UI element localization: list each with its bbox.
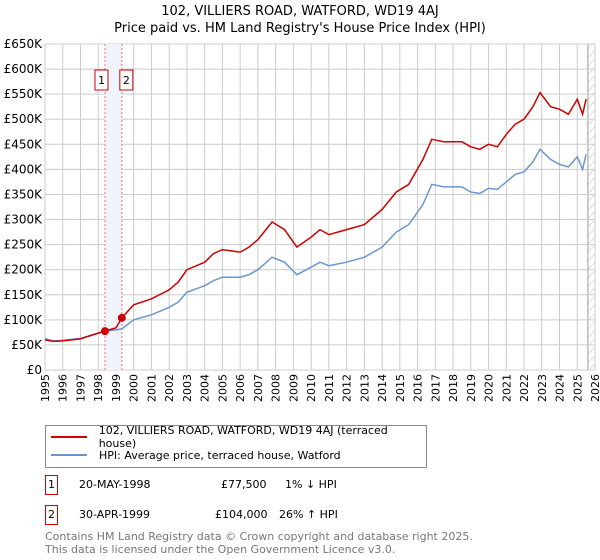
sale-badge-label: 1 bbox=[98, 74, 105, 87]
y-tick-label: £50K bbox=[11, 338, 43, 352]
x-tick-label: 2001 bbox=[145, 374, 158, 402]
footer: Contains HM Land Registry data © Crown c… bbox=[45, 530, 473, 556]
sale-hpi-diff: 26% ↑ HPI bbox=[279, 508, 338, 521]
sale-date: 20-MAY-1998 bbox=[79, 478, 151, 491]
x-tick-label: 2000 bbox=[128, 374, 141, 402]
footer-copyright: Contains HM Land Registry data © Crown c… bbox=[45, 530, 473, 543]
price-chart: 1 2 1995 1996 1997 1998 1999 2000 2001 2002 2003 20… bbox=[4, 37, 600, 402]
sale-period-shade bbox=[104, 44, 122, 370]
chart-subtitle: Price paid vs. HM Land Registry's House … bbox=[114, 21, 486, 36]
x-tick-label: 2012 bbox=[341, 374, 354, 402]
x-tick-label: 2009 bbox=[287, 374, 300, 402]
y-tick-label: £350K bbox=[4, 187, 44, 201]
x-tick-label: 1995 bbox=[39, 374, 52, 402]
legend-label: HPI: Average price, terraced house, Watf… bbox=[99, 448, 341, 462]
forecast-hatch bbox=[587, 44, 595, 370]
sale-hpi-diff: 1% ↓ HPI bbox=[285, 478, 337, 491]
legend-item-property: 102, VILLIERS ROAD, WATFORD, WD19 4AJ (t… bbox=[46, 424, 426, 450]
legend-swatch-red bbox=[51, 436, 87, 438]
x-tick-label: 2013 bbox=[358, 374, 371, 402]
hpi-line bbox=[44, 148, 587, 342]
sale-row-1: 1 20-MAY-1998 £77,500 1% ↓ HPI bbox=[45, 475, 600, 495]
x-tick-label: 2014 bbox=[376, 374, 389, 402]
x-tick-label: 2019 bbox=[465, 374, 478, 402]
sale-point-2 bbox=[117, 313, 126, 322]
x-tick-label: 2020 bbox=[483, 374, 496, 402]
x-tick-label: 1997 bbox=[74, 374, 87, 402]
x-tick-label: 2018 bbox=[447, 374, 460, 402]
sale-badge-2 bbox=[119, 69, 134, 91]
sale-price: £77,500 bbox=[221, 478, 267, 491]
sale-date: 30-APR-1999 bbox=[79, 508, 151, 521]
legend-swatch-blue bbox=[51, 454, 87, 456]
y-tick-label: £650K bbox=[4, 37, 44, 51]
x-tick-label: 2005 bbox=[216, 374, 229, 402]
sale-point-1 bbox=[100, 327, 109, 336]
y-tick-label: £100K bbox=[4, 313, 44, 327]
legend-item-hpi: HPI: Average price, terraced house, Watf… bbox=[46, 447, 341, 463]
sale-badge-label: 2 bbox=[123, 74, 130, 87]
property-price-line bbox=[44, 91, 587, 343]
y-tick-label: £0 bbox=[27, 363, 42, 377]
y-tick-label: £600K bbox=[4, 62, 44, 76]
sale-price: £104,000 bbox=[215, 508, 268, 521]
legend: 102, VILLIERS ROAD, WATFORD, WD19 4AJ (t… bbox=[45, 424, 427, 468]
y-tick-label: £400K bbox=[4, 162, 44, 176]
footer-licence: This data is licensed under the Open Gov… bbox=[45, 543, 396, 556]
y-tick-label: £450K bbox=[4, 137, 44, 151]
y-tick-label: £200K bbox=[4, 263, 44, 277]
y-tick-label: £300K bbox=[4, 213, 44, 227]
x-tick-label: 1999 bbox=[110, 374, 123, 402]
x-tick-label: 2015 bbox=[394, 374, 407, 402]
x-tick-label: 2026 bbox=[589, 374, 600, 402]
x-tick-label: 2003 bbox=[181, 374, 194, 402]
x-tick-label: 2004 bbox=[199, 374, 212, 402]
x-tick-label: 2011 bbox=[323, 374, 336, 402]
y-tick-label: £550K bbox=[4, 87, 44, 101]
x-tick-label: 1996 bbox=[57, 374, 70, 402]
x-tick-label: 2021 bbox=[500, 374, 513, 402]
sale-badge-1 bbox=[94, 69, 109, 91]
x-tick-label: 2016 bbox=[412, 374, 425, 402]
x-tick-label: 2024 bbox=[554, 374, 567, 402]
sale-marker-badge: 1 bbox=[45, 475, 58, 495]
x-tick-label: 2008 bbox=[270, 374, 283, 402]
plot-area bbox=[44, 43, 596, 371]
y-tick-label: £250K bbox=[4, 238, 44, 252]
x-tick-label: 1998 bbox=[92, 374, 105, 402]
x-tick-label: 2007 bbox=[252, 374, 265, 402]
x-tick-label: 2022 bbox=[518, 374, 531, 402]
legend-label: 102, VILLIERS ROAD, WATFORD, WD19 4AJ (t… bbox=[98, 424, 388, 450]
sale-marker-badge: 2 bbox=[45, 505, 58, 525]
chart-title: 102, VILLIERS ROAD, WATFORD, WD19 4AJ bbox=[161, 4, 439, 19]
x-tick-label: 2025 bbox=[571, 374, 584, 402]
x-tick-label: 2023 bbox=[536, 374, 549, 402]
sale-row-2: 2 30-APR-1999 £104,000 26% ↑ HPI bbox=[45, 505, 600, 525]
x-tick-label: 2002 bbox=[163, 374, 176, 402]
x-tick-label: 2017 bbox=[429, 374, 442, 402]
x-tick-label: 2010 bbox=[305, 374, 318, 402]
x-tick-label: 2006 bbox=[234, 374, 247, 402]
y-tick-label: £150K bbox=[4, 288, 44, 302]
y-tick-label: £500K bbox=[4, 112, 44, 126]
